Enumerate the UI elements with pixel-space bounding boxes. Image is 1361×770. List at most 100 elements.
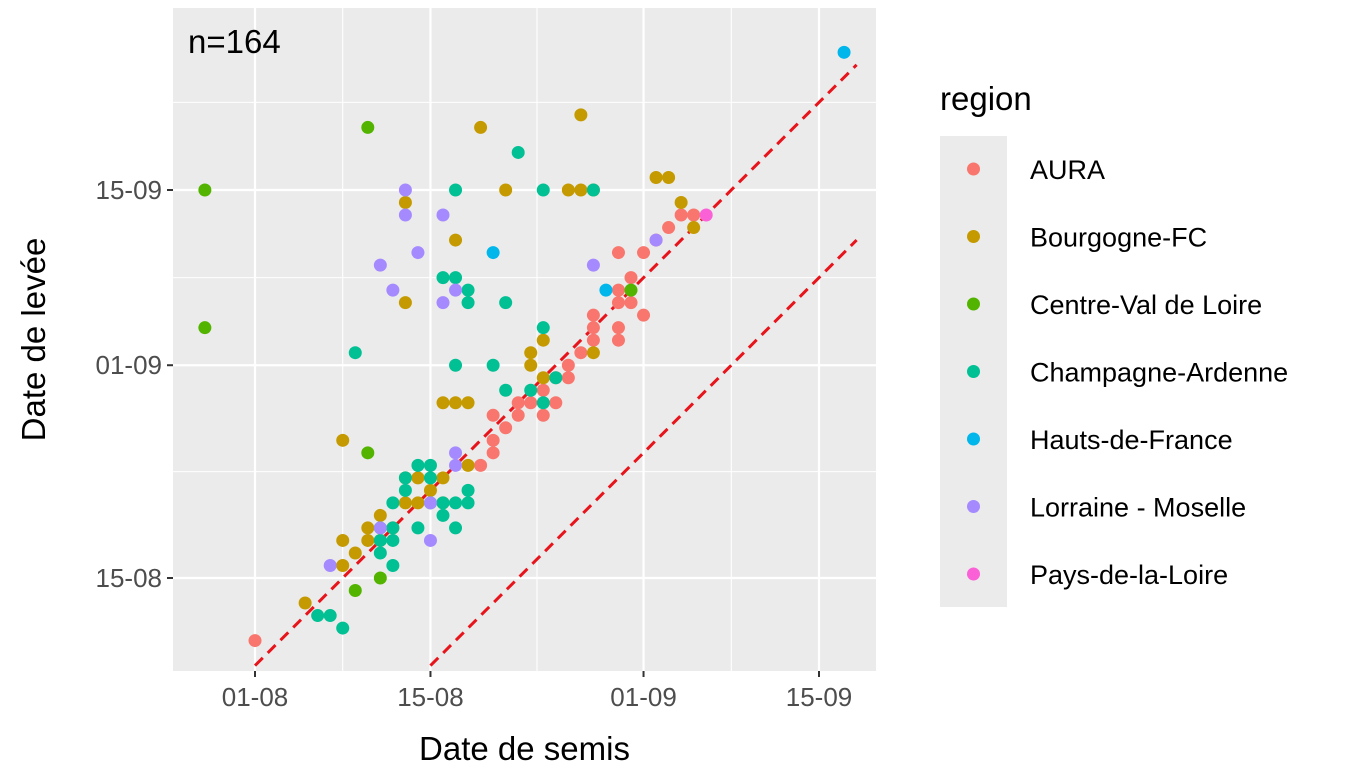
point-bourgogne-fc (574, 108, 588, 122)
point-bourgogne-fc (499, 183, 513, 197)
point-aura (586, 308, 600, 322)
point-centre-val-de-loire (198, 183, 212, 197)
point-bourgogne-fc (524, 358, 538, 372)
point-champagne-ardenne (549, 371, 563, 385)
point-champagne-ardenne (436, 496, 450, 510)
point-bourgogne-fc (423, 483, 437, 497)
y-tick-label: 15-08 (96, 563, 163, 593)
point-aura (574, 346, 588, 360)
point-aura (474, 458, 488, 472)
point-champagne-ardenne (536, 396, 550, 410)
point-champagne-ardenne (449, 271, 463, 285)
point-champagne-ardenne (398, 483, 412, 497)
point-lorraine-moselle (649, 233, 663, 247)
point-lorraine-moselle (586, 258, 600, 272)
point-lorraine-moselle (449, 458, 463, 472)
point-bourgogne-fc (398, 196, 412, 210)
point-bourgogne-fc (361, 533, 375, 547)
point-bourgogne-fc (561, 183, 575, 197)
point-hauts-de-france (837, 45, 851, 59)
panel-background (173, 8, 876, 671)
point-aura (536, 383, 550, 397)
point-aura (524, 396, 538, 410)
point-lorraine-moselle (436, 208, 450, 222)
point-aura (561, 358, 575, 372)
point-champagne-ardenne (348, 346, 362, 360)
point-bourgogne-fc (449, 233, 463, 247)
point-champagne-ardenne (499, 383, 513, 397)
point-aura (486, 446, 500, 460)
x-axis: 01-08 15-08 01-09 15-09 (222, 671, 852, 712)
point-aura (536, 408, 550, 422)
point-champagne-ardenne (373, 546, 387, 560)
point-bourgogne-fc (398, 296, 412, 310)
point-lorraine-moselle (449, 283, 463, 297)
point-hauts-de-france (486, 246, 500, 260)
point-bourgogne-fc (649, 170, 663, 184)
point-champagne-ardenne (449, 521, 463, 535)
point-aura (611, 321, 625, 335)
point-bourgogne-fc (411, 496, 425, 510)
point-centre-val-de-loire (361, 446, 375, 460)
point-champagne-ardenne (423, 458, 437, 472)
point-champagne-ardenne (386, 533, 400, 547)
legend-key (967, 162, 980, 176)
data-points (198, 45, 851, 648)
point-aura (637, 246, 651, 260)
legend-key (967, 500, 980, 513)
point-lorraine-moselle (423, 496, 437, 510)
point-bourgogne-fc (687, 221, 701, 235)
point-champagne-ardenne (461, 283, 475, 297)
point-champagne-ardenne (486, 358, 500, 372)
legend-label: AURA (1030, 155, 1105, 185)
legend-label: Centre-Val de Loire (1030, 290, 1262, 320)
point-aura (674, 208, 688, 222)
point-lorraine-moselle (373, 521, 387, 535)
point-lorraine-moselle (373, 258, 387, 272)
point-champagne-ardenne (323, 609, 337, 623)
legend-key (967, 230, 980, 243)
point-champagne-ardenne (386, 521, 400, 535)
point-bourgogne-fc (336, 433, 350, 447)
point-aura (586, 321, 600, 335)
reference-lines (253, 63, 858, 667)
reference-line-2 (429, 239, 858, 667)
point-aura (486, 408, 500, 422)
point-centre-val-de-loire (348, 584, 362, 598)
point-bourgogne-fc (361, 521, 375, 535)
point-champagne-ardenne (586, 183, 600, 197)
point-bourgogne-fc (336, 533, 350, 547)
legend-title: region (940, 80, 1032, 117)
point-bourgogne-fc (474, 120, 488, 134)
point-champagne-ardenne (449, 496, 463, 510)
point-champagne-ardenne (449, 358, 463, 372)
point-aura (662, 221, 676, 235)
point-lorraine-moselle (436, 296, 450, 310)
point-bourgogne-fc (674, 196, 688, 210)
point-bourgogne-fc (436, 396, 450, 410)
point-champagne-ardenne (536, 183, 550, 197)
point-aura (611, 246, 625, 260)
x-tick-label: 01-09 (610, 682, 677, 712)
point-aura (624, 296, 638, 310)
point-aura (549, 396, 563, 410)
point-aura (561, 371, 575, 385)
annotation-n: n=164 (188, 23, 281, 60)
point-champagne-ardenne (386, 558, 400, 572)
x-tick-label: 01-08 (222, 682, 289, 712)
point-aura (586, 333, 600, 347)
point-aura (611, 333, 625, 347)
legend-label: Champagne-Ardenne (1030, 358, 1288, 388)
legend-key (967, 432, 980, 446)
point-aura (687, 208, 701, 222)
point-bourgogne-fc (373, 508, 387, 522)
point-lorraine-moselle (423, 533, 437, 547)
point-bourgogne-fc (348, 546, 362, 560)
point-champagne-ardenne (524, 383, 538, 397)
point-bourgogne-fc (574, 183, 588, 197)
point-champagne-ardenne (449, 183, 463, 197)
point-pays-de-la-loire (699, 208, 713, 222)
x-tick-label: 15-08 (397, 682, 464, 712)
point-aura (611, 296, 625, 310)
legend-key (967, 567, 980, 581)
